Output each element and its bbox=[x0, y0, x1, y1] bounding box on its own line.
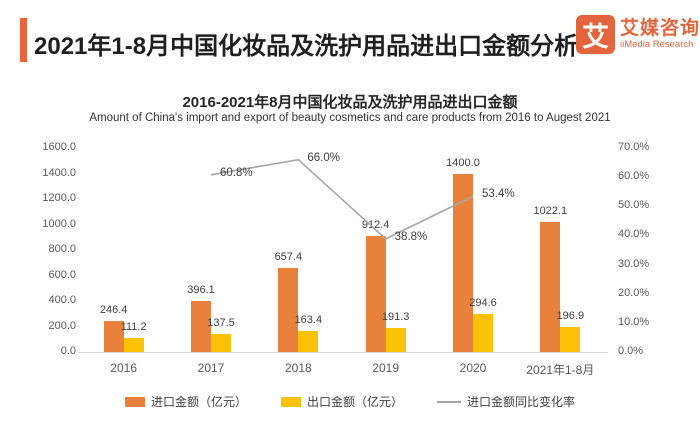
x-axis-category-label: 2021年1-8月 bbox=[526, 363, 595, 377]
bar-import bbox=[540, 221, 561, 352]
legend-item-export: 出口金额（亿元） bbox=[280, 393, 403, 410]
bar-value-label: 294.6 bbox=[469, 297, 497, 310]
bar-value-label: 912.4 bbox=[361, 218, 390, 231]
y-axis-right-tick-label: 10.0% bbox=[618, 315, 650, 328]
legend-label-growth-rate: 进口金额同比变化率 bbox=[467, 395, 576, 409]
bar-export bbox=[560, 326, 581, 352]
bar-value-label: 111.2 bbox=[120, 320, 147, 333]
x-axis-category-label: 2016 bbox=[110, 361, 137, 375]
import-swatch-icon bbox=[124, 396, 145, 407]
bar-export bbox=[211, 334, 231, 352]
line-point-label: 38.8% bbox=[394, 230, 428, 243]
report-header: 2021年1-8月中国化妆品及洗护用品进出口金额分析 艾 艾媒咨询 iiMedi… bbox=[0, 0, 700, 72]
x-axis-category-label: 2017 bbox=[197, 361, 225, 375]
bar-value-label: 196.9 bbox=[556, 309, 585, 322]
bar-import bbox=[191, 301, 211, 352]
y-axis-left-tick-label: 1000.0 bbox=[42, 217, 76, 230]
bar-value-label: 137.5 bbox=[207, 317, 235, 330]
y-axis-left-tick-label: 1600.0 bbox=[42, 141, 76, 153]
bar-value-label: 657.4 bbox=[274, 251, 303, 264]
iimedia-logo-text: 艾媒咨询 iiMedia Research bbox=[620, 15, 700, 50]
legend-label-import: 进口金额（亿元） bbox=[150, 395, 247, 409]
title-accent-bar bbox=[20, 18, 27, 62]
bar-value-label: 1022.1 bbox=[533, 204, 568, 217]
y-axis-left-tick-label: 0.0 bbox=[60, 345, 76, 357]
y-axis-left-tick-label: 600.0 bbox=[48, 268, 76, 281]
y-axis-right-tick-label: 40.0% bbox=[618, 228, 650, 241]
y-axis-left-tick-label: 1200.0 bbox=[42, 192, 76, 204]
bar-export bbox=[473, 314, 493, 352]
chart-subtitle: Amount of China's import and export of b… bbox=[89, 112, 611, 124]
bar-import bbox=[278, 268, 299, 352]
bar-value-label: 246.4 bbox=[99, 303, 128, 316]
bar-export bbox=[123, 337, 144, 352]
y-axis-left-tick-label: 800.0 bbox=[48, 243, 76, 255]
x-axis-line bbox=[78, 352, 608, 353]
iimedia-logo: 艾 艾媒咨询 iiMedia Research bbox=[576, 15, 700, 54]
y-axis-left-tick-label: 200.0 bbox=[48, 319, 76, 332]
bar-value-label: 1400.0 bbox=[446, 156, 480, 169]
legend-item-growth-rate: 进口金额同比变化率 bbox=[437, 393, 575, 410]
bar-export bbox=[298, 331, 319, 352]
chart-title: 2016-2021年8月中国化妆品及洗护用品进出口金额 bbox=[182, 94, 518, 111]
legend-label-export: 出口金额（亿元） bbox=[306, 395, 403, 409]
bar-value-label: 163.4 bbox=[294, 314, 323, 327]
growth-rate-line bbox=[210, 158, 474, 240]
bar-import bbox=[365, 235, 386, 352]
y-axis-right-tick-label: 30.0% bbox=[618, 257, 650, 270]
legend-item-import: 进口金额（亿元） bbox=[124, 393, 247, 410]
logo-name-cn: 艾媒咨询 bbox=[620, 18, 700, 39]
chart-legend: 进口金额（亿元） 出口金额（亿元） 进口金额同比变化率 bbox=[0, 393, 700, 410]
line-point-label: 66.0% bbox=[307, 151, 340, 164]
iimedia-logo-icon: 艾 bbox=[576, 15, 615, 54]
bar-value-label: 191.3 bbox=[381, 310, 410, 323]
bar-import bbox=[103, 320, 124, 352]
logo-name-en: iiMedia Research bbox=[620, 39, 694, 50]
bar-export bbox=[385, 327, 406, 352]
y-axis-right-tick-label: 60.0% bbox=[618, 170, 650, 183]
y-axis-right-tick-label: 50.0% bbox=[618, 199, 650, 212]
x-axis-category-label: 2019 bbox=[372, 361, 399, 375]
x-axis-category-label: 2018 bbox=[284, 361, 312, 375]
y-axis-right-tick-label: 0.0% bbox=[618, 345, 644, 357]
y-axis-right-tick-label: 20.0% bbox=[618, 286, 650, 299]
bar-import bbox=[453, 173, 473, 352]
export-swatch-icon bbox=[280, 396, 301, 407]
growth-line-swatch-icon bbox=[437, 400, 461, 403]
line-point-label: 53.4% bbox=[482, 188, 515, 201]
y-axis-left-tick-label: 1400.0 bbox=[42, 166, 76, 179]
x-axis-category-label: 2020 bbox=[459, 361, 487, 375]
report-title: 2021年1-8月中国化妆品及洗护用品进出口金额分析 bbox=[34, 33, 579, 60]
y-axis-right-tick-label: 70.0% bbox=[618, 141, 650, 153]
line-point-label: 60.8% bbox=[220, 166, 253, 179]
y-axis-left-tick-label: 400.0 bbox=[48, 294, 76, 306]
bar-value-label: 396.1 bbox=[187, 284, 215, 297]
